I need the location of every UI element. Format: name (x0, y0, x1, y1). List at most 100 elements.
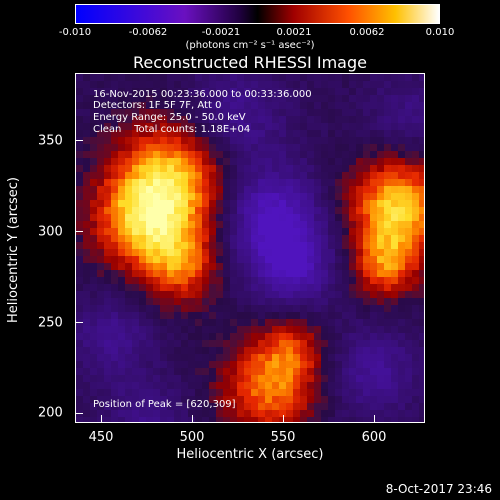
heatmap-pixel (370, 284, 377, 291)
heatmap-pixel (132, 361, 139, 368)
heatmap-pixel (195, 158, 202, 165)
heatmap-pixel (251, 228, 258, 235)
heatmap-pixel (216, 298, 223, 305)
heatmap-pixel (237, 410, 244, 417)
heatmap-pixel (195, 151, 202, 158)
heatmap-pixel (244, 410, 251, 417)
heatmap-pixel (398, 74, 405, 81)
heatmap-pixel (118, 312, 125, 319)
heatmap-pixel (342, 130, 349, 137)
heatmap-pixel (377, 74, 384, 81)
heatmap-pixel (132, 221, 139, 228)
heatmap-pixel (251, 95, 258, 102)
heatmap-pixel (174, 389, 181, 396)
heatmap-pixel (195, 375, 202, 382)
heatmap-pixel (125, 95, 132, 102)
heatmap-pixel (293, 354, 300, 361)
heatmap-pixel (405, 228, 412, 235)
heatmap-pixel (181, 109, 188, 116)
heatmap-pixel (328, 368, 335, 375)
heatmap-pixel (300, 102, 307, 109)
heatmap-pixel (244, 207, 251, 214)
heatmap-pixel (209, 368, 216, 375)
heatmap-pixel (237, 172, 244, 179)
heatmap-pixel (237, 193, 244, 200)
heatmap-pixel (377, 200, 384, 207)
heatmap-pixel (76, 200, 83, 207)
heatmap-pixel (307, 270, 314, 277)
heatmap-pixel (370, 130, 377, 137)
heatmap-pixel (370, 333, 377, 340)
heatmap-pixel (188, 172, 195, 179)
heatmap-pixel (160, 144, 167, 151)
heatmap-pixel (209, 137, 216, 144)
heatmap-pixel (314, 207, 321, 214)
heatmap-pixel (160, 102, 167, 109)
heatmap-pixel (265, 403, 272, 410)
heatmap-pixel (398, 340, 405, 347)
heatmap-pixel (237, 298, 244, 305)
heatmap-pixel (97, 326, 104, 333)
heatmap-pixel (384, 123, 391, 130)
heatmap-pixel (216, 249, 223, 256)
heatmap-pixel (160, 312, 167, 319)
heatmap-pixel (349, 200, 356, 207)
heatmap-pixel (104, 228, 111, 235)
heatmap-pixel (384, 193, 391, 200)
heatmap-pixel (90, 109, 97, 116)
heatmap-pixel (244, 95, 251, 102)
heatmap-pixel (370, 144, 377, 151)
heatmap-pixel (314, 158, 321, 165)
heatmap-pixel (160, 88, 167, 95)
heatmap-pixel (314, 354, 321, 361)
heatmap-pixel (307, 144, 314, 151)
heatmap-pixel (272, 109, 279, 116)
heatmap-pixel (76, 256, 83, 263)
heatmap-pixel (216, 396, 223, 403)
heatmap-pixel (377, 102, 384, 109)
heatmap-pixel (216, 347, 223, 354)
heatmap-pixel (398, 249, 405, 256)
heatmap-pixel (195, 123, 202, 130)
heatmap-pixel (419, 403, 424, 410)
heatmap-pixel (265, 116, 272, 123)
heatmap-pixel (342, 333, 349, 340)
heatmap-pixel (181, 375, 188, 382)
heatmap-pixel (363, 270, 370, 277)
heatmap-pixel (223, 200, 230, 207)
heatmap-pixel (419, 81, 424, 88)
heatmap-pixel (251, 109, 258, 116)
heatmap-pixel (286, 249, 293, 256)
heatmap-pixel (328, 382, 335, 389)
heatmap-pixel (272, 116, 279, 123)
heatmap-pixel (300, 74, 307, 81)
heatmap-pixel (181, 165, 188, 172)
heatmap-pixel (251, 312, 258, 319)
heatmap-pixel (76, 81, 83, 88)
heatmap-pixel (90, 375, 97, 382)
heatmap-pixel (272, 221, 279, 228)
heatmap-pixel (405, 193, 412, 200)
heatmap-pixel (258, 109, 265, 116)
heatmap-pixel (125, 214, 132, 221)
heatmap-pixel (335, 389, 342, 396)
heatmap-pixel (76, 403, 83, 410)
heatmap-pixel (412, 88, 419, 95)
heatmap-pixel (356, 368, 363, 375)
heatmap-pixel (146, 270, 153, 277)
heatmap-pixel (153, 361, 160, 368)
heatmap-pixel (111, 410, 118, 417)
heatmap-pixel (370, 375, 377, 382)
heatmap-pixel (363, 81, 370, 88)
heatmap-pixel (335, 368, 342, 375)
heatmap-pixel (146, 200, 153, 207)
heatmap-pixel (139, 221, 146, 228)
heatmap-pixel (258, 88, 265, 95)
heatmap-pixel (349, 123, 356, 130)
heatmap-pixel (391, 256, 398, 263)
heatmap-pixel (223, 242, 230, 249)
heatmap-pixel (279, 228, 286, 235)
heatmap-pixel (216, 410, 223, 417)
heatmap-pixel (398, 151, 405, 158)
heatmap-pixel (307, 263, 314, 270)
